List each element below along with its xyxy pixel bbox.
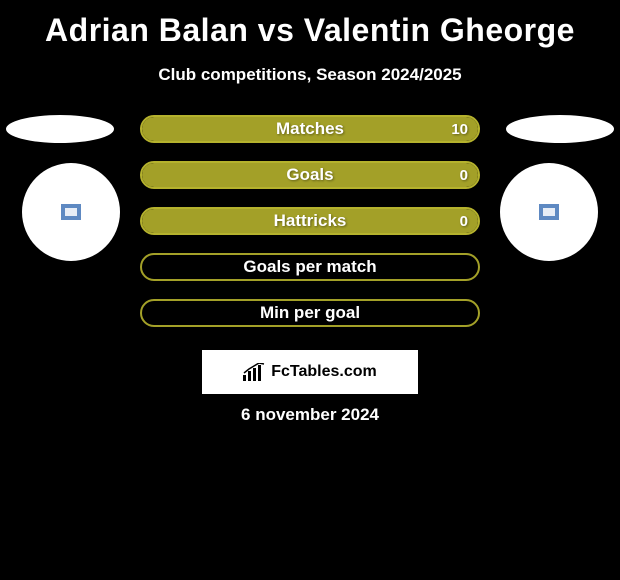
stat-bar-hattricks: Hattricks 0 xyxy=(140,207,480,235)
right-club-badge xyxy=(500,163,598,261)
stat-value: 10 xyxy=(451,121,468,138)
brand-text: FcTables.com xyxy=(271,363,377,381)
stat-bar-matches: Matches 10 xyxy=(140,115,480,143)
shield-icon xyxy=(539,204,559,220)
left-club-badge xyxy=(22,163,120,261)
subtitle: Club competitions, Season 2024/2025 xyxy=(0,65,620,85)
date-line: 6 november 2024 xyxy=(0,405,620,425)
stat-label: Min per goal xyxy=(260,303,360,323)
stat-value: 0 xyxy=(460,213,468,230)
brand-box[interactable]: FcTables.com xyxy=(202,350,418,394)
stat-bar-min-per-goal: Min per goal xyxy=(140,299,480,327)
left-player-ellipse xyxy=(6,115,114,143)
stat-bar-goals: Goals 0 xyxy=(140,161,480,189)
stat-label: Matches xyxy=(276,119,344,139)
stat-value: 0 xyxy=(460,167,468,184)
right-player-ellipse xyxy=(506,115,614,143)
stat-bar-goals-per-match: Goals per match xyxy=(140,253,480,281)
shield-icon xyxy=(61,204,81,220)
page-title: Adrian Balan vs Valentin Gheorge xyxy=(0,0,620,49)
chart-icon xyxy=(243,363,265,381)
stat-label: Goals per match xyxy=(243,257,376,277)
stat-label: Goals xyxy=(286,165,333,185)
stat-bars: Matches 10 Goals 0 Hattricks 0 Goals per… xyxy=(140,115,480,327)
stat-label: Hattricks xyxy=(274,211,347,231)
